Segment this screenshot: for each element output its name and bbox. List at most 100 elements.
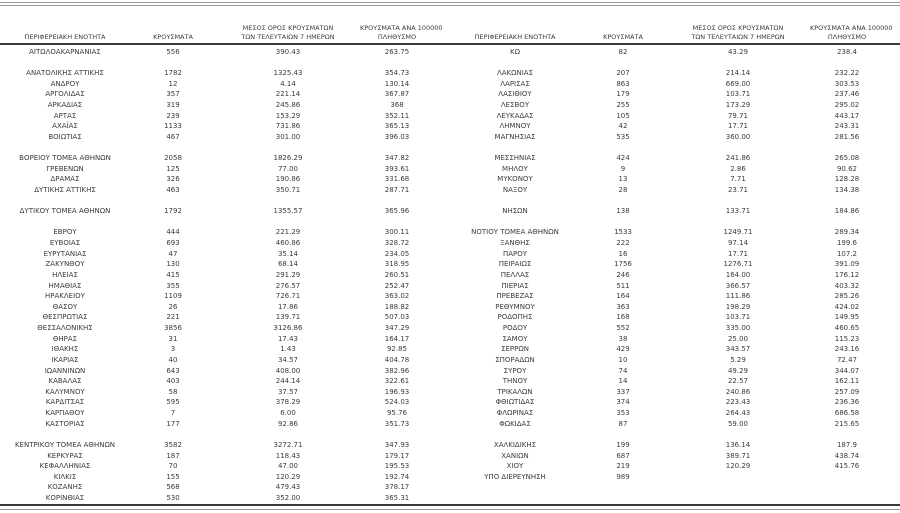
table-row: ΛΗΜΝΟΥ 42 17.71 243.31 bbox=[450, 121, 900, 132]
cell-avg7: 1355.57 bbox=[273, 207, 303, 216]
cell-avg7: 350.71 bbox=[275, 185, 301, 194]
table-row: ΕΥΒΟΙΑΣ 693 460.86 328.72 bbox=[0, 238, 450, 249]
cell-region: ΦΩΚΙΔΑΣ bbox=[499, 419, 531, 428]
cell-per100k: 365.13 bbox=[384, 122, 410, 131]
cell-region: ΑΝΔΡΟΥ bbox=[50, 79, 80, 88]
cell-avg7: 111.86 bbox=[725, 292, 751, 301]
table-row: ΣΑΜΟΥ 38 25.00 115.23 bbox=[450, 334, 900, 345]
cell-avg7: 276.57 bbox=[275, 281, 301, 290]
table-row: ΚΑΛΥΜΝΟΥ 58 37.57 196.93 bbox=[0, 387, 450, 398]
cell-cases: 3 bbox=[170, 345, 176, 354]
cell-avg7: 366.57 bbox=[725, 281, 751, 290]
table-row: ΚΩ 82 43.29 238.4 bbox=[450, 47, 900, 58]
cell-per100k: 524.03 bbox=[384, 398, 410, 407]
cell-avg7: 103.71 bbox=[725, 313, 751, 322]
cell-cases: 693 bbox=[166, 239, 180, 248]
table-row: ΒΟΡΕΙΟΥ ΤΟΜΕΑ ΑΘΗΝΩΝ 2058 1826.29 347.82 bbox=[0, 153, 450, 164]
table-row: ΜΥΚΟΝΟΥ 13 7.71 128.28 bbox=[450, 175, 900, 186]
table-row: ΥΠΟ ΔΙΕΡΕΥΝΗΣΗ 989 bbox=[450, 472, 900, 483]
cell-per100k: 236.36 bbox=[834, 398, 860, 407]
cell-region: ΛΑΡΙΣΑΣ bbox=[500, 79, 530, 88]
cell-per100k: 238.4 bbox=[836, 47, 858, 56]
cell-avg7: 343.57 bbox=[725, 345, 751, 354]
cell-region: ΑΝΑΤΟΛΙΚΗΣ ΑΤΤΙΚΗΣ bbox=[26, 69, 104, 78]
cell-avg7: 352.00 bbox=[275, 494, 301, 503]
cell-avg7: 120.29 bbox=[275, 472, 301, 481]
cell-cases: 511 bbox=[616, 281, 630, 290]
cell-avg7: 17.43 bbox=[277, 334, 299, 343]
cell-cases: 552 bbox=[616, 324, 630, 333]
header-avg7-line2: ΤΩΝ ΤΕΛΕΥΤΑΙΩΝ 7 ΗΜΕΡΩΝ bbox=[241, 32, 335, 41]
cell-region: ΥΠΟ ΔΙΕΡΕΥΝΗΣΗ bbox=[484, 472, 546, 481]
cell-avg7: 59.00 bbox=[727, 419, 749, 428]
cell-region: ΧΙΟΥ bbox=[506, 462, 524, 471]
cell-avg7: 92.86 bbox=[277, 419, 299, 428]
cell-per100k: 378.17 bbox=[384, 483, 410, 492]
cell-per100k: 263.75 bbox=[384, 47, 410, 56]
cell-region: ΙΚΑΡΙΑΣ bbox=[51, 355, 79, 364]
table-row: ΙΩΑΝΝΙΝΩΝ 643 408.00 382.96 bbox=[0, 366, 450, 377]
table-row: ΚΑΒΑΛΑΣ 403 244.14 322.61 bbox=[0, 376, 450, 387]
cell-per100k: 232.22 bbox=[834, 69, 860, 78]
table-row: ΘΗΡΑΣ 31 17.43 164.17 bbox=[0, 334, 450, 345]
cell-avg7: 214.14 bbox=[725, 69, 751, 78]
cell-region: ΛΕΥΚΑΔΑΣ bbox=[496, 111, 534, 120]
cell-cases: 164 bbox=[616, 292, 630, 301]
cell-cases: 535 bbox=[616, 132, 630, 141]
cell-avg7: 241.86 bbox=[725, 154, 751, 163]
cell-region: ΠΕΙΡΑΙΩΣ bbox=[498, 260, 532, 269]
table-row: ΑΙΤΩΛΟΑΚΑΡΝΑΝΙΑΣ 556 390.43 263.75 bbox=[0, 47, 450, 58]
table-row: ΦΩΚΙΔΑΣ 87 59.00 215.65 bbox=[450, 419, 900, 430]
cell-per100k: 365.96 bbox=[384, 207, 410, 216]
cell-per100k: 134.38 bbox=[834, 185, 860, 194]
cell-cases: 155 bbox=[166, 472, 180, 481]
cell-avg7: 335.00 bbox=[725, 324, 751, 333]
cell-region: ΑΙΤΩΛΟΑΚΑΡΝΑΝΙΑΣ bbox=[29, 47, 101, 56]
cell-avg7: 22.57 bbox=[727, 377, 749, 386]
cell-per100k: 188.82 bbox=[384, 302, 410, 311]
cell-avg7: 390.43 bbox=[275, 47, 301, 56]
cell-region: ΚΟΖΑΝΗΣ bbox=[47, 483, 83, 492]
spacer-row bbox=[0, 196, 450, 207]
cell-avg7: 37.57 bbox=[277, 387, 299, 396]
cell-per100k: 260.51 bbox=[384, 270, 410, 279]
cell-avg7: 264.43 bbox=[725, 409, 751, 418]
cell-region: ΘΕΣΠΡΩΤΙΑΣ bbox=[42, 313, 88, 322]
cell-avg7: 1325.43 bbox=[273, 69, 303, 78]
cell-cases: 319 bbox=[166, 100, 180, 109]
table-row: ΘΕΣΠΡΩΤΙΑΣ 221 139.71 507.03 bbox=[0, 313, 450, 324]
cell-region: ΒΟΙΩΤΙΑΣ bbox=[48, 132, 82, 141]
cell-cases: 556 bbox=[166, 47, 180, 56]
cell-region: ΘΗΡΑΣ bbox=[52, 334, 78, 343]
cell-per100k: 347.93 bbox=[384, 440, 410, 449]
cell-avg7: 360.00 bbox=[725, 132, 751, 141]
cell-per100k: 367.87 bbox=[384, 90, 410, 99]
header-cases: ΚΡΟΥΣΜΑΤΑ bbox=[603, 32, 643, 41]
cell-avg7: 3272.71 bbox=[273, 440, 303, 449]
cell-avg7: 479.43 bbox=[275, 483, 301, 492]
cell-avg7: 23.71 bbox=[727, 185, 749, 194]
cell-cases: 357 bbox=[166, 90, 180, 99]
table-row: ΘΑΣΟΥ 26 17.86 188.82 bbox=[0, 302, 450, 313]
cell-region: ΕΥΒΟΙΑΣ bbox=[49, 239, 81, 248]
cell-region: ΚΑΡΔΙΤΣΑΣ bbox=[45, 398, 85, 407]
cell-region: ΗΡΑΚΛΕΙΟΥ bbox=[45, 292, 85, 301]
cell-avg7: 198.29 bbox=[725, 302, 751, 311]
cell-avg7: 1.43 bbox=[280, 345, 296, 354]
cell-avg7: 164.00 bbox=[725, 270, 751, 279]
cell-cases: 1756 bbox=[614, 260, 632, 269]
header-region: ΠΕΡΙΦΕΡΕΙΑΚΗ ΕΝΟΤΗΤΑ bbox=[24, 32, 106, 41]
cell-per100k: 195.53 bbox=[384, 462, 410, 471]
table-row: ΒΟΙΩΤΙΑΣ 467 301.00 396.03 bbox=[0, 132, 450, 143]
cell-cases: 13 bbox=[618, 175, 628, 184]
header-cases: ΚΡΟΥΣΜΑΤΑ bbox=[153, 32, 193, 41]
cell-cases: 463 bbox=[166, 185, 180, 194]
cell-per100k: 128.28 bbox=[834, 175, 860, 184]
cell-region: ΑΡΤΑΣ bbox=[53, 111, 77, 120]
cell-avg7: 726.71 bbox=[275, 292, 301, 301]
cell-per100k: 415.76 bbox=[834, 462, 860, 471]
table-row: ΜΕΣΣΗΝΙΑΣ 424 241.86 265.08 bbox=[450, 153, 900, 164]
cell-avg7: 460.86 bbox=[275, 239, 301, 248]
cell-cases: 326 bbox=[166, 175, 180, 184]
cell-per100k: 164.17 bbox=[384, 334, 410, 343]
